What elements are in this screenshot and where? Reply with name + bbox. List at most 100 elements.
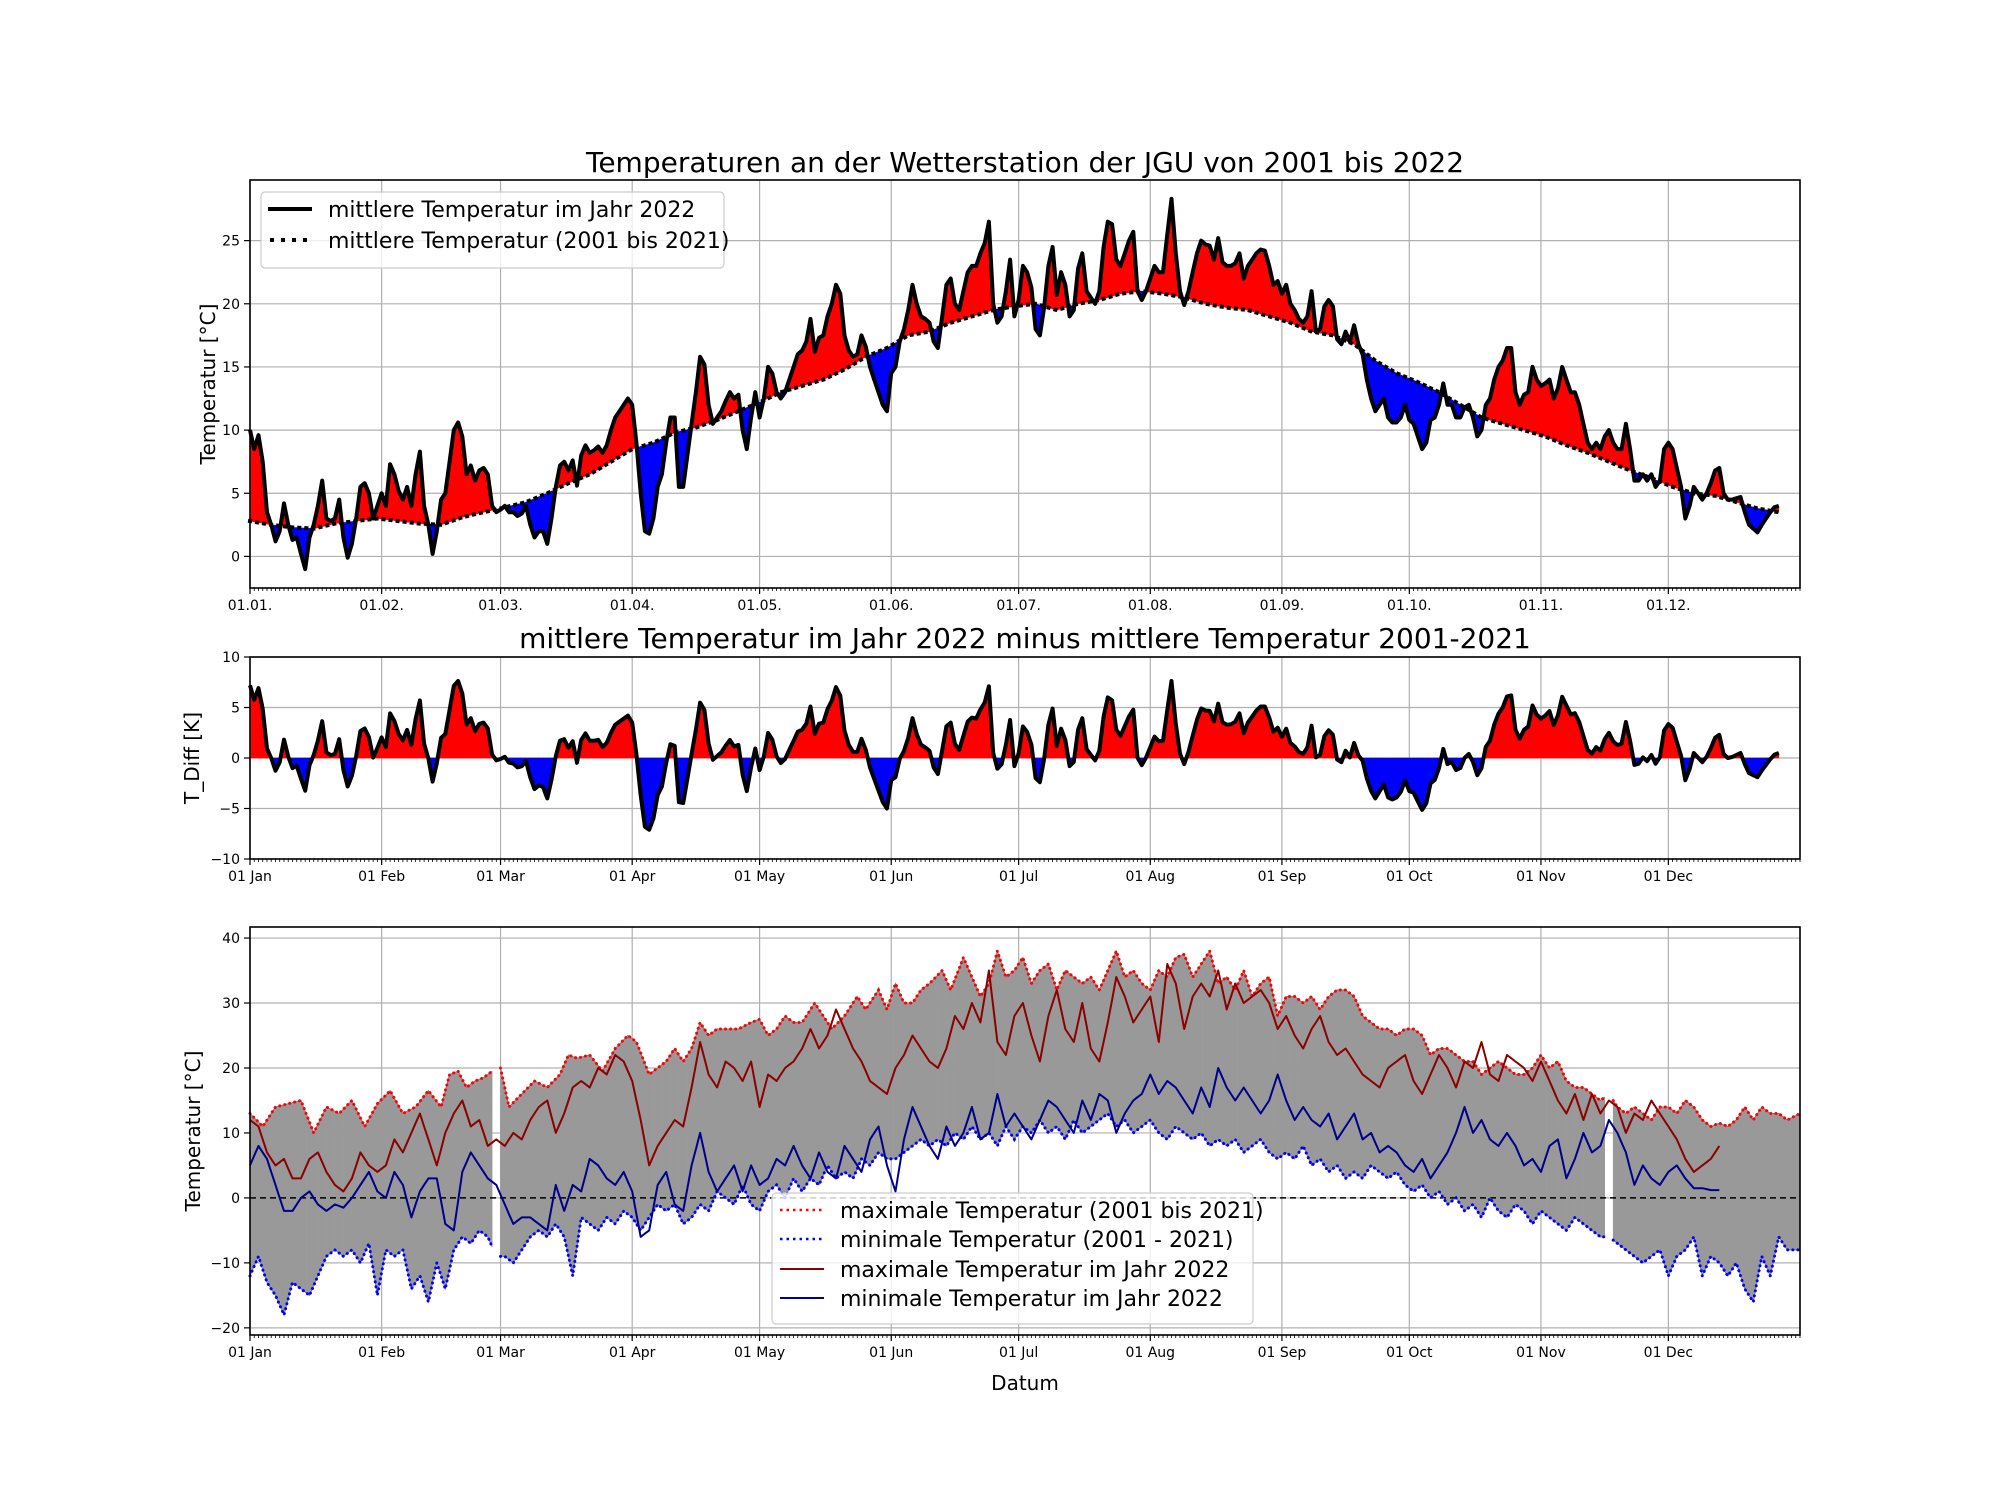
band-fill	[253, 1117, 259, 1267]
mean-plot-legend: mittlere Temperatur im Jahr 2022 mittler…	[260, 191, 730, 269]
fill-above	[1222, 261, 1227, 308]
band-fill	[1714, 1122, 1720, 1264]
band-fill	[1324, 995, 1329, 1173]
y-tick-label: −5	[219, 802, 240, 818]
band-fill	[593, 1059, 599, 1232]
band-fill	[899, 993, 905, 1157]
band-fill	[856, 995, 862, 1169]
fill-above	[478, 722, 484, 759]
band-fill	[674, 1047, 680, 1215]
x-tick-label: 01 Mar	[476, 1345, 525, 1361]
fill-above	[1230, 262, 1236, 309]
band-fill	[283, 1103, 289, 1315]
series-min-2001-2021	[1611, 1233, 1802, 1306]
fill-above	[1544, 378, 1550, 439]
band-fill	[597, 1064, 603, 1232]
band-fill	[1774, 1113, 1780, 1257]
band-fill	[1587, 1090, 1593, 1232]
band-fill	[704, 1027, 709, 1212]
band-fill	[1175, 955, 1181, 1131]
band-fill	[1676, 1106, 1682, 1258]
band-fill	[1086, 976, 1092, 1131]
y-tick-label: 0	[231, 549, 240, 565]
band-fill	[1642, 1112, 1648, 1264]
y-tick-label: 40	[222, 931, 240, 947]
band-fill	[1472, 1060, 1478, 1212]
band-fill	[1498, 1060, 1503, 1215]
band-fill	[1489, 1064, 1495, 1206]
fill-above	[1540, 382, 1546, 437]
band-fill	[1765, 1109, 1771, 1277]
band-fill	[1387, 1028, 1393, 1180]
band-fill	[517, 1093, 523, 1258]
band-fill	[1379, 1028, 1385, 1176]
band-fill	[614, 1043, 620, 1225]
band-fill	[784, 1015, 790, 1199]
band-fill	[1523, 1070, 1529, 1219]
band-fill	[432, 1095, 438, 1283]
minmax-plot-legend: maximale Temperatur (2001 bis 2021) mini…	[771, 1192, 1264, 1325]
mean-plot-y-label: Temperatur [°C]	[196, 304, 220, 466]
series-max-2001-2021	[499, 945, 1607, 1111]
band-fill	[1468, 1061, 1474, 1209]
band-fill	[504, 1087, 510, 1261]
diff-plot-y-label: T_Diff [K]	[180, 712, 204, 805]
band-fill	[360, 1117, 366, 1264]
x-tick-label: 01.03.	[478, 598, 523, 614]
band-fill	[1341, 989, 1346, 1180]
band-fill	[1358, 1006, 1363, 1180]
fill-above	[1273, 280, 1278, 320]
fill-above	[1570, 712, 1576, 759]
fill-above	[1205, 243, 1210, 305]
band-fill	[886, 996, 892, 1160]
band-fill	[1018, 956, 1024, 1134]
x-tick-label: 01 Apr	[609, 869, 656, 885]
band-fill	[1209, 950, 1215, 1147]
x-tick-label: 01 Dec	[1644, 869, 1693, 885]
band-fill	[385, 1089, 391, 1254]
band-fill	[1770, 1113, 1775, 1276]
band-fill	[1383, 1028, 1389, 1179]
band-fill	[1133, 969, 1138, 1134]
band-fill	[563, 1054, 569, 1257]
fill-above	[1256, 705, 1261, 759]
band-fill	[1748, 1112, 1754, 1303]
band-fill	[1366, 1018, 1372, 1173]
band-fill	[1048, 963, 1053, 1134]
band-fill	[619, 1039, 625, 1219]
band-fill	[1612, 1099, 1618, 1245]
band-fill	[1515, 1074, 1520, 1209]
band-fill	[1443, 1048, 1448, 1206]
band-fill	[1179, 953, 1185, 1134]
x-tick-label: 01 Jan	[228, 869, 272, 885]
band-fill	[738, 1026, 743, 1195]
band-fill	[1481, 1070, 1487, 1218]
band-fill	[1167, 967, 1172, 1141]
band-fill	[827, 1021, 833, 1173]
band-fill	[912, 995, 918, 1147]
band-fill	[542, 1084, 548, 1238]
band-fill	[1646, 1116, 1652, 1261]
band-fill	[1328, 992, 1334, 1173]
band-fill	[347, 1099, 353, 1254]
fill-above	[1260, 249, 1266, 316]
band-fill	[449, 1072, 455, 1270]
min-max-temperature-plot: Temperatur [°C] Datum 01 Jan 01 Feb 01 Mar…	[181, 926, 1802, 1395]
band-fill	[1727, 1122, 1733, 1277]
band-fill	[975, 986, 981, 1141]
band-fill	[1145, 986, 1151, 1124]
fill-above	[1544, 710, 1550, 759]
band-fill	[1353, 996, 1359, 1176]
x-tick-label: 01 Feb	[358, 1345, 405, 1361]
fill-below	[538, 757, 544, 788]
band-fill	[1290, 996, 1295, 1160]
band-fill	[742, 1024, 748, 1195]
mean-plot-ticks: 01.01. 01.02. 01.03. 01.04. 01.05. 01.06. 01.0…	[222, 234, 1801, 614]
y-tick-label: 30	[222, 996, 240, 1012]
band-fill	[1022, 957, 1028, 1131]
x-tick-label: 01 Sep	[1258, 869, 1307, 885]
y-tick-label: 10	[222, 650, 240, 666]
diff-plot-ticks: 01 Jan 01 Feb 01 Mar 01 Apr 01 May 01 Jun 01 J…	[210, 650, 1801, 885]
band-fill	[1787, 1117, 1792, 1251]
